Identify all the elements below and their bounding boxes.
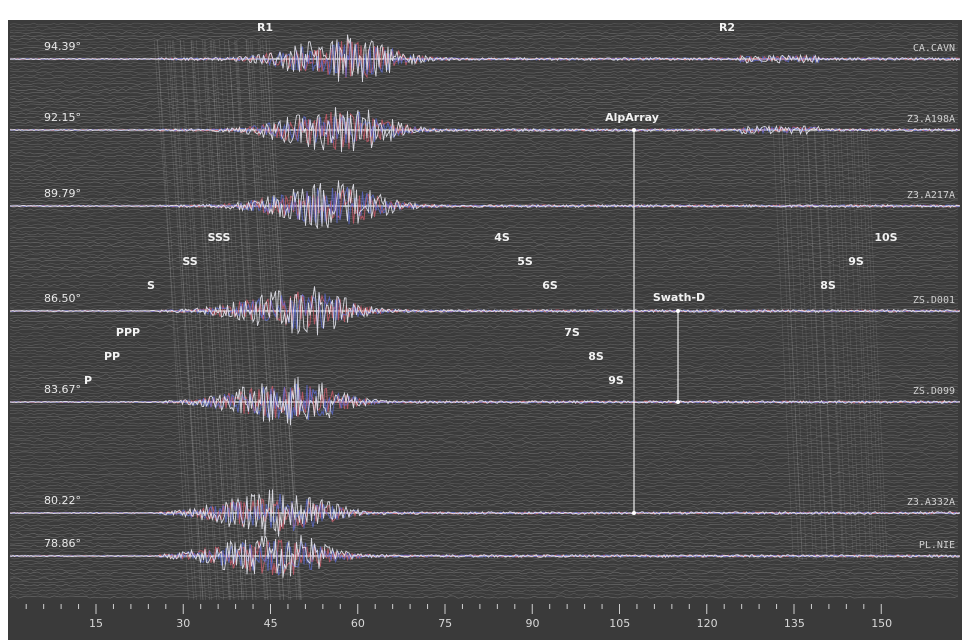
distance-label: 80.22° [44, 494, 81, 507]
tick-label: 30 [176, 617, 190, 630]
distance-label: 78.86° [44, 537, 81, 550]
station-label: ZS.D099 [913, 386, 955, 397]
phase-label: 6S [542, 279, 558, 292]
phase-label: 5S [517, 255, 533, 268]
station-label: CA.CAVN [913, 43, 955, 54]
phase-label: S [147, 279, 155, 292]
distance-label: 94.39° [44, 40, 81, 53]
tick-label: 105 [609, 617, 630, 630]
station-label: ZS.D001 [913, 295, 955, 306]
time-axis: 15 30 45 60 75 90 105 120 135 150 [8, 600, 962, 640]
tick-label: 135 [784, 617, 805, 630]
distance-label: 89.79° [44, 187, 81, 200]
group-label: Swath-D [653, 291, 705, 304]
phase-label: 8S [588, 350, 604, 363]
phase-label: P [84, 374, 92, 387]
tick-label: 15 [89, 617, 103, 630]
tick-label: 120 [697, 617, 718, 630]
station-label: Z3.A217A [907, 190, 955, 201]
station-label: Z3.A198A [907, 114, 955, 125]
bracket-end [632, 128, 636, 132]
phase-label: PP [104, 350, 120, 363]
distance-label: 92.15° [44, 111, 81, 124]
phase-label: 4S [494, 231, 510, 244]
station-label: PL.NIE [919, 540, 955, 551]
bracket-end [632, 511, 636, 515]
axis-band [8, 600, 962, 640]
phase-label: 9S [848, 255, 864, 268]
bracket-end [676, 309, 680, 313]
tick-label: 90 [526, 617, 540, 630]
tick-label: 75 [438, 617, 452, 630]
distance-label: 83.67° [44, 383, 81, 396]
phase-label: R2 [719, 21, 735, 34]
tick-label: 45 [264, 617, 278, 630]
station-label: Z3.A332A [907, 497, 955, 508]
group-label: AlpArray [605, 111, 659, 124]
phase-label: SSS [208, 231, 231, 244]
bracket-end [676, 400, 680, 404]
phase-label: 10S [874, 231, 897, 244]
phase-label: 8S [820, 279, 836, 292]
tick-label: 150 [871, 617, 892, 630]
tick-label: 60 [351, 617, 365, 630]
record-section: 94.39° CA.CAVN 92.15° Z3.A198A 89.79° Z3.A217… [0, 0, 966, 642]
phase-label: 9S [608, 374, 624, 387]
phase-label: PPP [116, 326, 140, 339]
distance-label: 86.50° [44, 292, 81, 305]
phase-label: 7S [564, 326, 580, 339]
phase-label: SS [182, 255, 197, 268]
phase-label: R1 [257, 21, 273, 34]
